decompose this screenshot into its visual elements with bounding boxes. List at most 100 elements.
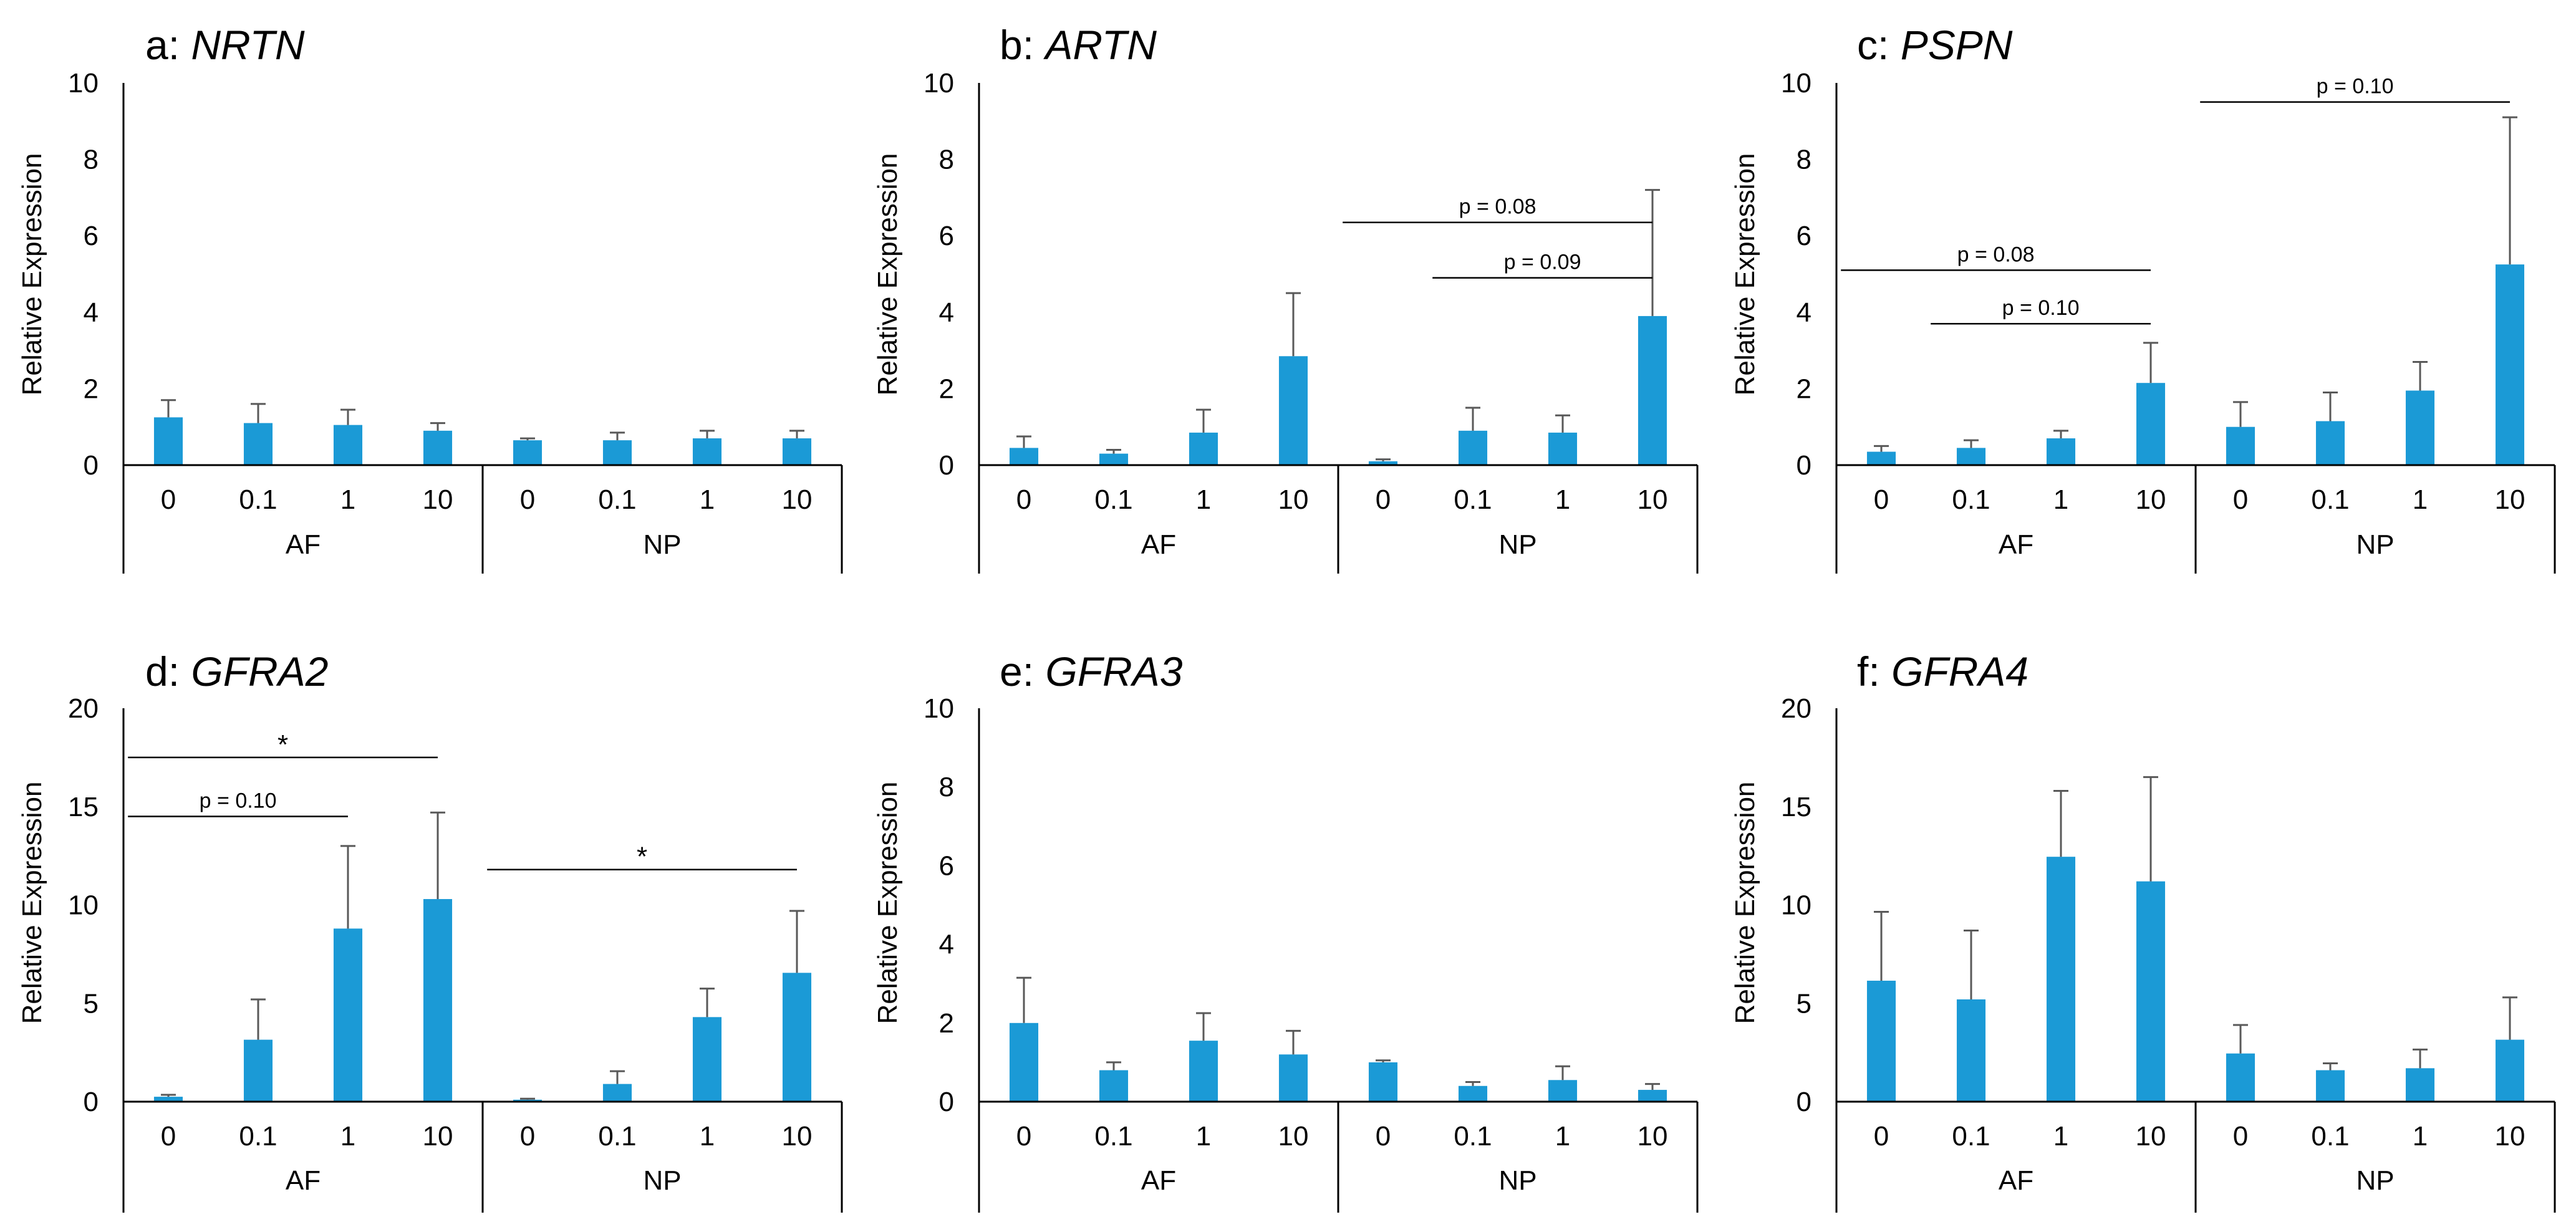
y-tick-label: 4 [939, 930, 954, 960]
y-tick-label: 8 [1797, 145, 1811, 175]
x-tick-label: 0.1 [239, 484, 277, 515]
y-tick-label: 6 [84, 221, 99, 251]
gene-name: PSPN [1901, 22, 2013, 68]
group-label: AF [1141, 1165, 1176, 1196]
y-tick-label: 10 [924, 68, 954, 99]
x-tick-label: 0 [1016, 484, 1031, 515]
x-tick-label: 10 [423, 484, 453, 515]
significance-label: p = 0.08 [1459, 195, 1536, 219]
group-label: NP [2356, 1165, 2394, 1196]
bar [2405, 1068, 2435, 1102]
significance-label: * [277, 729, 288, 760]
y-tick-label: 0 [84, 1087, 99, 1117]
group-label: AF [286, 529, 321, 560]
x-tick-label: 0.1 [2311, 1121, 2349, 1152]
y-tick-label: 10 [1781, 68, 1811, 99]
group-label: AF [286, 1165, 321, 1196]
x-tick-label: 10 [2136, 484, 2166, 515]
y-tick-label: 10 [1781, 890, 1811, 921]
x-tick-label: 10 [2136, 1121, 2166, 1152]
bar [153, 417, 183, 465]
group-label: AF [1141, 529, 1176, 560]
y-tick-label: 0 [1797, 450, 1811, 481]
significance-label: * [637, 842, 647, 872]
bar [2315, 421, 2345, 465]
x-tick-label: 1 [700, 1121, 715, 1152]
bar [2046, 438, 2076, 465]
x-tick-label: 10 [2495, 484, 2525, 515]
bar [2136, 881, 2166, 1102]
bar [1866, 980, 1896, 1102]
y-tick-label: 4 [1797, 297, 1811, 328]
panel-letter: d: [145, 648, 191, 695]
bar [153, 1097, 183, 1102]
group-label: NP [1498, 529, 1536, 560]
bar [1099, 453, 1129, 465]
x-tick-label: 0.1 [1454, 1121, 1492, 1152]
x-tick-label: 0 [161, 1121, 176, 1152]
significance-label: p = 0.10 [200, 789, 277, 813]
panel-title: f: GFRA4 [1857, 648, 2028, 695]
bar [692, 438, 722, 465]
y-tick-label: 6 [1797, 221, 1811, 251]
x-tick-label: 0.1 [1094, 1121, 1132, 1152]
panel-title: e: GFRA3 [1000, 648, 1183, 695]
bar [1099, 1070, 1129, 1102]
x-tick-label: 0 [161, 484, 176, 515]
x-tick-label: 10 [782, 484, 813, 515]
gene-name: ARTN [1043, 22, 1157, 68]
x-tick-label: 0.1 [2311, 484, 2349, 515]
bar [513, 1099, 543, 1102]
significance-label: p = 0.09 [1504, 251, 1581, 274]
y-tick-label: 0 [939, 1087, 954, 1117]
x-tick-label: 10 [1638, 484, 1668, 515]
y-tick-label: 8 [939, 772, 954, 802]
bar [2405, 390, 2435, 465]
x-tick-label: 0 [2233, 484, 2248, 515]
x-tick-label: 0 [1874, 1121, 1889, 1152]
x-tick-label: 1 [2053, 484, 2068, 515]
y-tick-label: 10 [924, 693, 954, 724]
y-axis-label: Relative Expression [1730, 782, 1760, 1024]
x-tick-label: 0.1 [598, 1121, 636, 1152]
y-tick-label: 6 [939, 221, 954, 251]
bar [1189, 1041, 1218, 1102]
y-tick-label: 4 [939, 297, 954, 328]
bar [2046, 857, 2076, 1102]
x-tick-label: 0.1 [598, 484, 636, 515]
group-label: NP [1498, 1165, 1536, 1196]
y-tick-label: 0 [1797, 1087, 1811, 1117]
x-tick-label: 10 [1638, 1121, 1668, 1152]
bar [1009, 448, 1039, 465]
bar [2315, 1070, 2345, 1102]
significance-label: p = 0.08 [1957, 243, 2035, 266]
gene-name: NRTN [191, 22, 304, 68]
bar [333, 425, 363, 465]
x-tick-label: 1 [2413, 1121, 2428, 1152]
bar [1278, 1054, 1308, 1102]
panel-letter: e: [1000, 648, 1045, 695]
bar [243, 1039, 273, 1102]
x-tick-label: 0 [1874, 484, 1889, 515]
bar [2495, 264, 2525, 465]
bar [1548, 1080, 1578, 1102]
bar [2226, 426, 2255, 465]
x-tick-label: 10 [1278, 1121, 1309, 1152]
x-tick-label: 1 [2413, 484, 2428, 515]
bar [1956, 999, 1986, 1102]
x-tick-label: 10 [423, 1121, 453, 1152]
y-tick-label: 0 [939, 450, 954, 481]
y-tick-label: 20 [68, 693, 99, 724]
x-tick-label: 1 [1555, 1121, 1570, 1152]
bar [782, 973, 812, 1102]
y-tick-label: 0 [84, 450, 99, 481]
gene-name: GFRA2 [191, 648, 328, 695]
x-tick-label: 0.1 [1952, 1121, 1990, 1152]
group-label: NP [643, 529, 681, 560]
panel-title: b: ARTN [1000, 22, 1157, 68]
x-tick-label: 0.1 [1952, 484, 1990, 515]
